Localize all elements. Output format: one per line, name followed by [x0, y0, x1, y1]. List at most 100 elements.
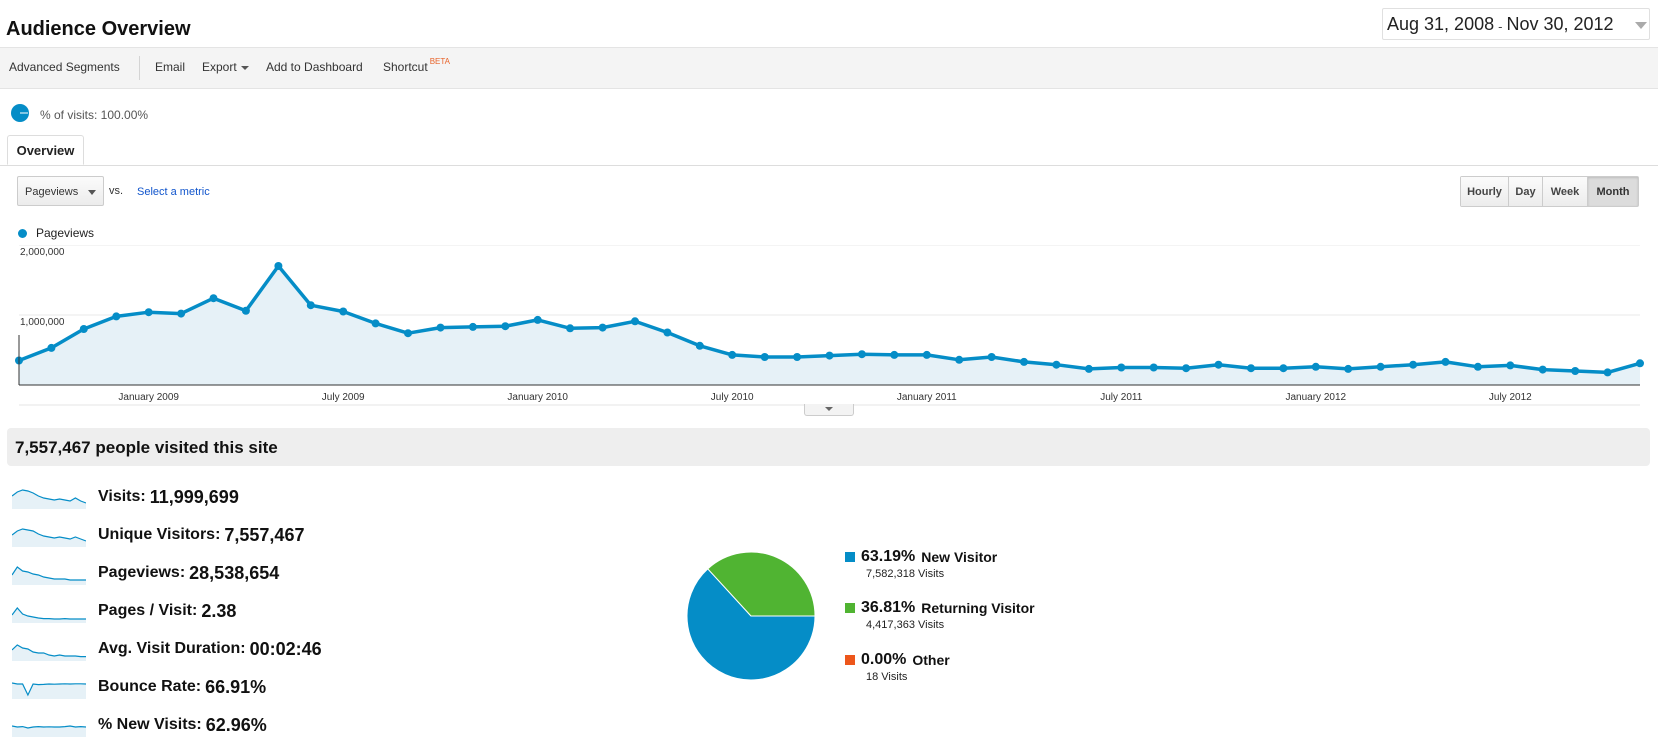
export-label: Export	[202, 60, 237, 74]
sparkline-line	[12, 566, 86, 581]
metric-label: Pages / Visit:	[98, 602, 198, 619]
new-visits-sparkline[interactable]	[12, 713, 86, 737]
data-point	[144, 308, 153, 317]
data-point	[890, 350, 899, 359]
chart-collapse-handle[interactable]	[804, 404, 854, 416]
month-button[interactable]: Month	[1588, 177, 1638, 206]
select-metric-link[interactable]: Select a metric	[137, 186, 210, 198]
shortcut-button[interactable]: Shortcut BETA	[383, 57, 450, 74]
legend-dot-icon	[18, 229, 27, 238]
pie-slice	[686, 568, 816, 681]
visitor-type-pie-chart[interactable]	[686, 551, 816, 681]
sparkline-line	[12, 489, 86, 504]
data-point	[47, 343, 56, 352]
data-point	[1117, 363, 1126, 372]
data-point	[1052, 360, 1061, 369]
sparkline-line	[12, 725, 86, 729]
data-point	[1214, 360, 1223, 369]
hourly-button[interactable]: Hourly	[1461, 177, 1509, 206]
pages-per-visit-sparkline[interactable]	[12, 599, 86, 623]
week-button[interactable]: Week	[1543, 177, 1588, 206]
avg-visit-duration-sparkline[interactable]	[12, 637, 86, 661]
date-range-end: Nov 30, 2012	[1506, 13, 1614, 34]
pie-legend-name: Returning Visitor	[921, 600, 1035, 616]
metric-label: Pageviews:	[98, 564, 186, 581]
vs-label: vs.	[109, 185, 124, 197]
shortcut-label: Shortcut	[383, 60, 428, 74]
sparkline-area	[12, 683, 86, 699]
add-to-dashboard-button[interactable]: Add to Dashboard	[266, 60, 363, 74]
data-point	[533, 315, 542, 324]
pie-legend-name: New Visitor	[921, 549, 998, 565]
y-tick-label: 2,000,000	[20, 247, 65, 258]
pie-legend-other: 0.00% Other 18 Visits	[845, 651, 950, 683]
data-point	[728, 350, 737, 359]
segment-pie-icon[interactable]	[10, 103, 30, 123]
data-point	[306, 301, 315, 310]
advanced-segments-button[interactable]: Advanced Segments	[9, 60, 120, 74]
data-point	[1603, 368, 1612, 377]
metric-label: Avg. Visit Duration:	[98, 640, 246, 657]
chevron-down-icon	[1635, 22, 1647, 29]
metric-value: 2.38	[201, 600, 237, 621]
unique-visitors-sparkline[interactable]	[12, 523, 86, 547]
data-point	[1182, 364, 1191, 373]
sparkline-area	[12, 608, 86, 623]
report-toolbar: Advanced Segments Email Export Add to Da…	[0, 47, 1658, 89]
data-point	[631, 317, 639, 326]
data-point	[695, 341, 704, 350]
metric-row-pages-per-visit: Pages / Visit: 2.38	[12, 596, 236, 626]
visits-sparkline[interactable]	[12, 485, 86, 509]
pageviews-chart[interactable]: 2,000,000 1,000,000 January 2009 July 2009 J…	[0, 245, 1658, 415]
data-point	[112, 312, 121, 321]
date-range-start: Aug 31, 2008	[1387, 13, 1495, 34]
day-button[interactable]: Day	[1509, 177, 1543, 206]
series-area	[19, 266, 1640, 385]
x-tick-label: July 2011	[1100, 392, 1143, 403]
sparkline-line	[12, 682, 86, 697]
email-button[interactable]: Email	[155, 60, 186, 74]
pie-legend-percent: 36.81%	[861, 599, 916, 616]
data-point	[177, 309, 186, 318]
pie-slice	[707, 551, 816, 617]
data-point	[1636, 359, 1644, 368]
data-point	[663, 328, 672, 337]
x-tick-label: July 2012	[1489, 392, 1532, 403]
pie-legend-new-visitor: 63.19% New Visitor 7,582,318 Visits	[845, 548, 997, 580]
x-tick-label: July 2010	[711, 392, 754, 403]
data-point	[1020, 357, 1028, 366]
x-tick-label: January 2011	[897, 392, 957, 403]
data-point	[1247, 364, 1255, 373]
data-point	[209, 294, 218, 303]
data-point	[760, 353, 769, 361]
date-range-picker[interactable]: Aug 31, 2008 - Nov 30, 2012	[1382, 8, 1650, 40]
pie-legend-visits: 7,582,318 Visits	[866, 568, 945, 580]
granularity-switcher: Hourly Day Week Month	[1460, 176, 1639, 207]
summary-headline: 7,557,467 people visited this site	[15, 438, 278, 457]
chevron-down-icon	[88, 190, 96, 195]
data-point	[1473, 362, 1482, 371]
metric-label: Bounce Rate:	[98, 678, 202, 695]
data-point	[598, 323, 607, 332]
tab-divider	[0, 165, 1658, 166]
new-visitor-swatch-icon	[845, 552, 855, 562]
toolbar-divider	[139, 56, 140, 80]
metric-select[interactable]: Pageviews	[17, 176, 104, 206]
data-point	[1311, 362, 1320, 371]
data-point	[566, 324, 575, 333]
pageviews-sparkline[interactable]	[12, 561, 86, 585]
metric-row-unique-visitors: Unique Visitors: 7,557,467	[12, 520, 304, 550]
metric-label: Unique Visitors:	[98, 526, 221, 543]
other-swatch-icon	[845, 655, 855, 665]
metric-row-bounce-rate: Bounce Rate: 66.91%	[12, 672, 266, 702]
export-button[interactable]: Export	[202, 60, 249, 74]
tab-overview[interactable]: Overview	[7, 135, 84, 165]
x-tick-label: January 2012	[1285, 392, 1346, 403]
data-point	[436, 323, 445, 332]
data-point	[1538, 365, 1547, 374]
page-title: Audience Overview	[6, 18, 191, 40]
bounce-rate-sparkline[interactable]	[12, 675, 86, 699]
sparkline-line	[12, 528, 86, 542]
legend-label: Pageviews	[36, 226, 95, 240]
data-point	[955, 355, 964, 364]
